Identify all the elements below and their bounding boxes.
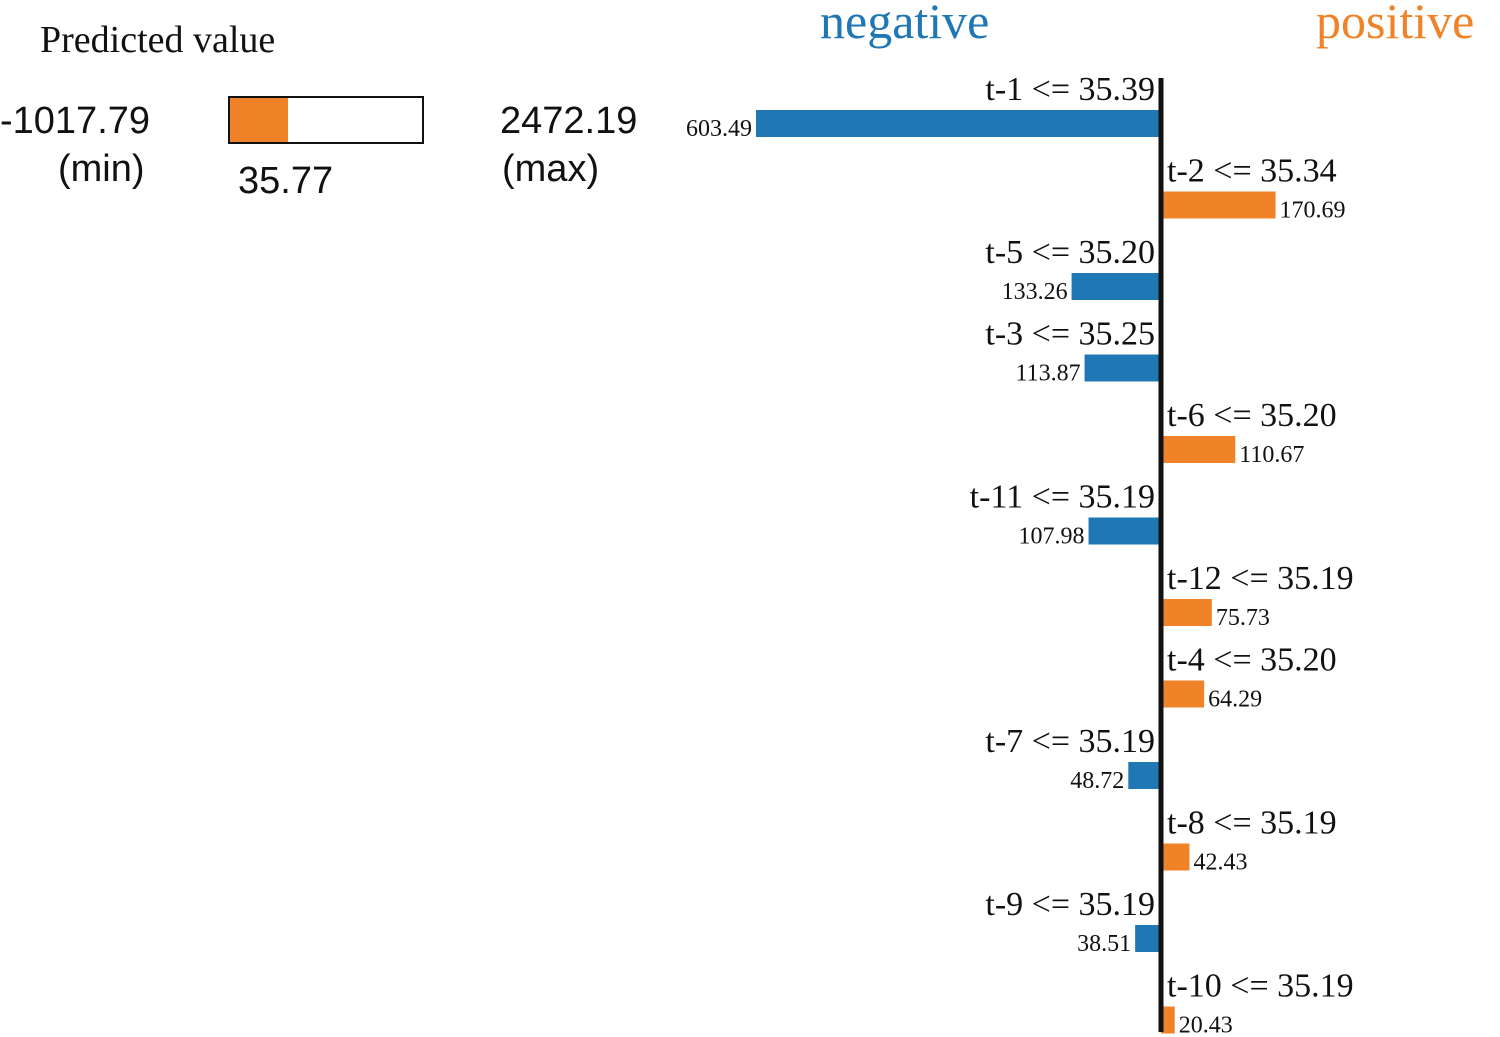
predicted-value-bar-fill <box>230 98 288 142</box>
value-label: 170.69 <box>1280 198 1346 224</box>
feature-label: t-2 <= 35.34 <box>1167 153 1337 190</box>
predicted-min-value: -1017.79 <box>0 100 151 142</box>
feature-label: t-7 <= 35.19 <box>985 723 1155 760</box>
value-label: 113.87 <box>1015 361 1080 387</box>
value-label: 42.43 <box>1193 850 1247 876</box>
value-label: 64.29 <box>1208 687 1262 713</box>
value-label: 603.49 <box>686 116 752 142</box>
feature-label: t-9 <= 35.19 <box>985 886 1155 923</box>
feature-label: t-5 <= 35.20 <box>985 234 1155 271</box>
negative-header: negative <box>820 0 990 49</box>
value-label: 75.73 <box>1216 605 1270 631</box>
predicted-max-label: (max) <box>502 148 600 190</box>
feature-label: t-6 <= 35.20 <box>1167 397 1337 434</box>
feature-label: t-12 <= 35.19 <box>1167 560 1354 597</box>
bar-t-11 <box>1088 517 1161 545</box>
bar-t-4 <box>1161 680 1205 708</box>
predicted-value: 35.77 <box>238 160 334 202</box>
value-label: 38.51 <box>1077 931 1131 957</box>
feature-label: t-8 <= 35.19 <box>1167 805 1337 842</box>
feature-label: t-4 <= 35.20 <box>1167 642 1337 679</box>
value-label: 48.72 <box>1070 768 1124 794</box>
bar-t-2 <box>1161 191 1276 219</box>
bar-t-6 <box>1161 436 1236 463</box>
value-label: 20.43 <box>1179 1013 1233 1037</box>
predicted-min-label: (min) <box>58 148 145 190</box>
bar-t-1 <box>756 110 1161 137</box>
feature-label: t-10 <= 35.19 <box>1167 968 1354 1005</box>
value-label: 107.98 <box>1019 524 1085 550</box>
bar-t-8 <box>1161 843 1190 871</box>
predicted-value-bar <box>228 96 424 144</box>
bar-t-3 <box>1084 354 1161 382</box>
bar-t-7 <box>1128 762 1161 789</box>
value-label: 133.26 <box>1002 279 1068 305</box>
predicted-max-value: 2472.19 <box>500 100 638 142</box>
feature-label: t-3 <= 35.25 <box>985 316 1155 353</box>
bar-t-5 <box>1071 273 1161 300</box>
feature-label: t-1 <= 35.39 <box>985 71 1155 108</box>
bar-t-12 <box>1161 599 1212 626</box>
positive-header: positive <box>1316 0 1475 49</box>
bar-t-10 <box>1161 1006 1175 1034</box>
predicted-value-title: Predicted value <box>40 19 276 61</box>
value-label: 110.67 <box>1239 442 1304 468</box>
feature-label: t-11 <= 35.19 <box>970 479 1155 516</box>
bar-t-9 <box>1135 925 1161 952</box>
